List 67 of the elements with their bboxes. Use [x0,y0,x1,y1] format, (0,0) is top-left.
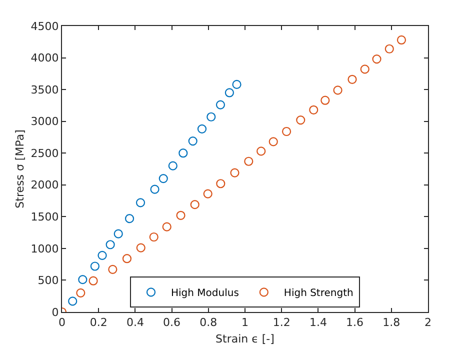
point [178,148,188,158]
point [216,100,226,110]
x-tick-label: 0.8 [200,316,218,330]
point [282,126,292,136]
point [216,179,226,188]
point [309,105,318,114]
x-tick-label: 0.6 [163,316,181,330]
point [108,264,118,274]
point [224,88,234,98]
y-tick-label: 2000 [30,178,59,192]
x-tick-label: 0.2 [90,316,108,330]
point [372,54,382,64]
point [162,222,172,232]
point [333,86,342,95]
point [396,35,406,45]
point [106,240,115,250]
y-tick-label: 4000 [30,52,59,65]
y-tick-label: 1500 [30,210,59,224]
x-tick-label: 1.6 [346,316,364,330]
point [114,229,123,238]
point [232,80,242,90]
point [190,200,200,210]
point [320,96,330,105]
y-tick-label: 3000 [30,115,59,128]
point [90,262,100,271]
point [230,168,240,178]
y-tick-label: 4500 [30,20,59,33]
point [360,64,370,74]
point [136,198,146,208]
legend-label: High Strength [284,288,354,300]
point [244,156,254,166]
point [88,276,98,286]
x-tick-label: 1.4 [309,316,327,330]
point [296,116,306,125]
point [206,112,216,122]
point [168,161,178,170]
y-tick-label: 500 [38,274,59,288]
point [122,254,132,264]
point [158,174,168,184]
point [176,210,186,220]
x-axis-title: Strain ϵ [-] [216,332,274,346]
point [136,243,146,252]
point [188,136,198,146]
point [203,189,212,198]
point [268,137,278,146]
y-tick-label: 2500 [30,146,59,160]
point [78,275,88,284]
point [149,232,158,242]
point [124,214,134,224]
point [98,250,107,260]
point [76,288,86,298]
x-tick-label: 2 [424,316,432,330]
point [256,146,266,156]
x-tick-label: 1 [242,316,248,330]
y-axis-title: Stress σ [MPa] [13,130,26,208]
point [197,124,207,134]
y-tick-label: 0 [52,306,59,319]
point [348,74,357,84]
x-tick-label: 0.4 [126,316,144,330]
y-tick-label: 1000 [30,242,59,256]
point [384,44,394,54]
point [150,184,160,194]
legend-label: High Modulus [171,288,239,300]
point [68,296,78,306]
x-tick-label: 1.2 [272,316,290,330]
x-tick-label: 1.8 [382,316,400,330]
y-tick-label: 3500 [30,83,59,96]
